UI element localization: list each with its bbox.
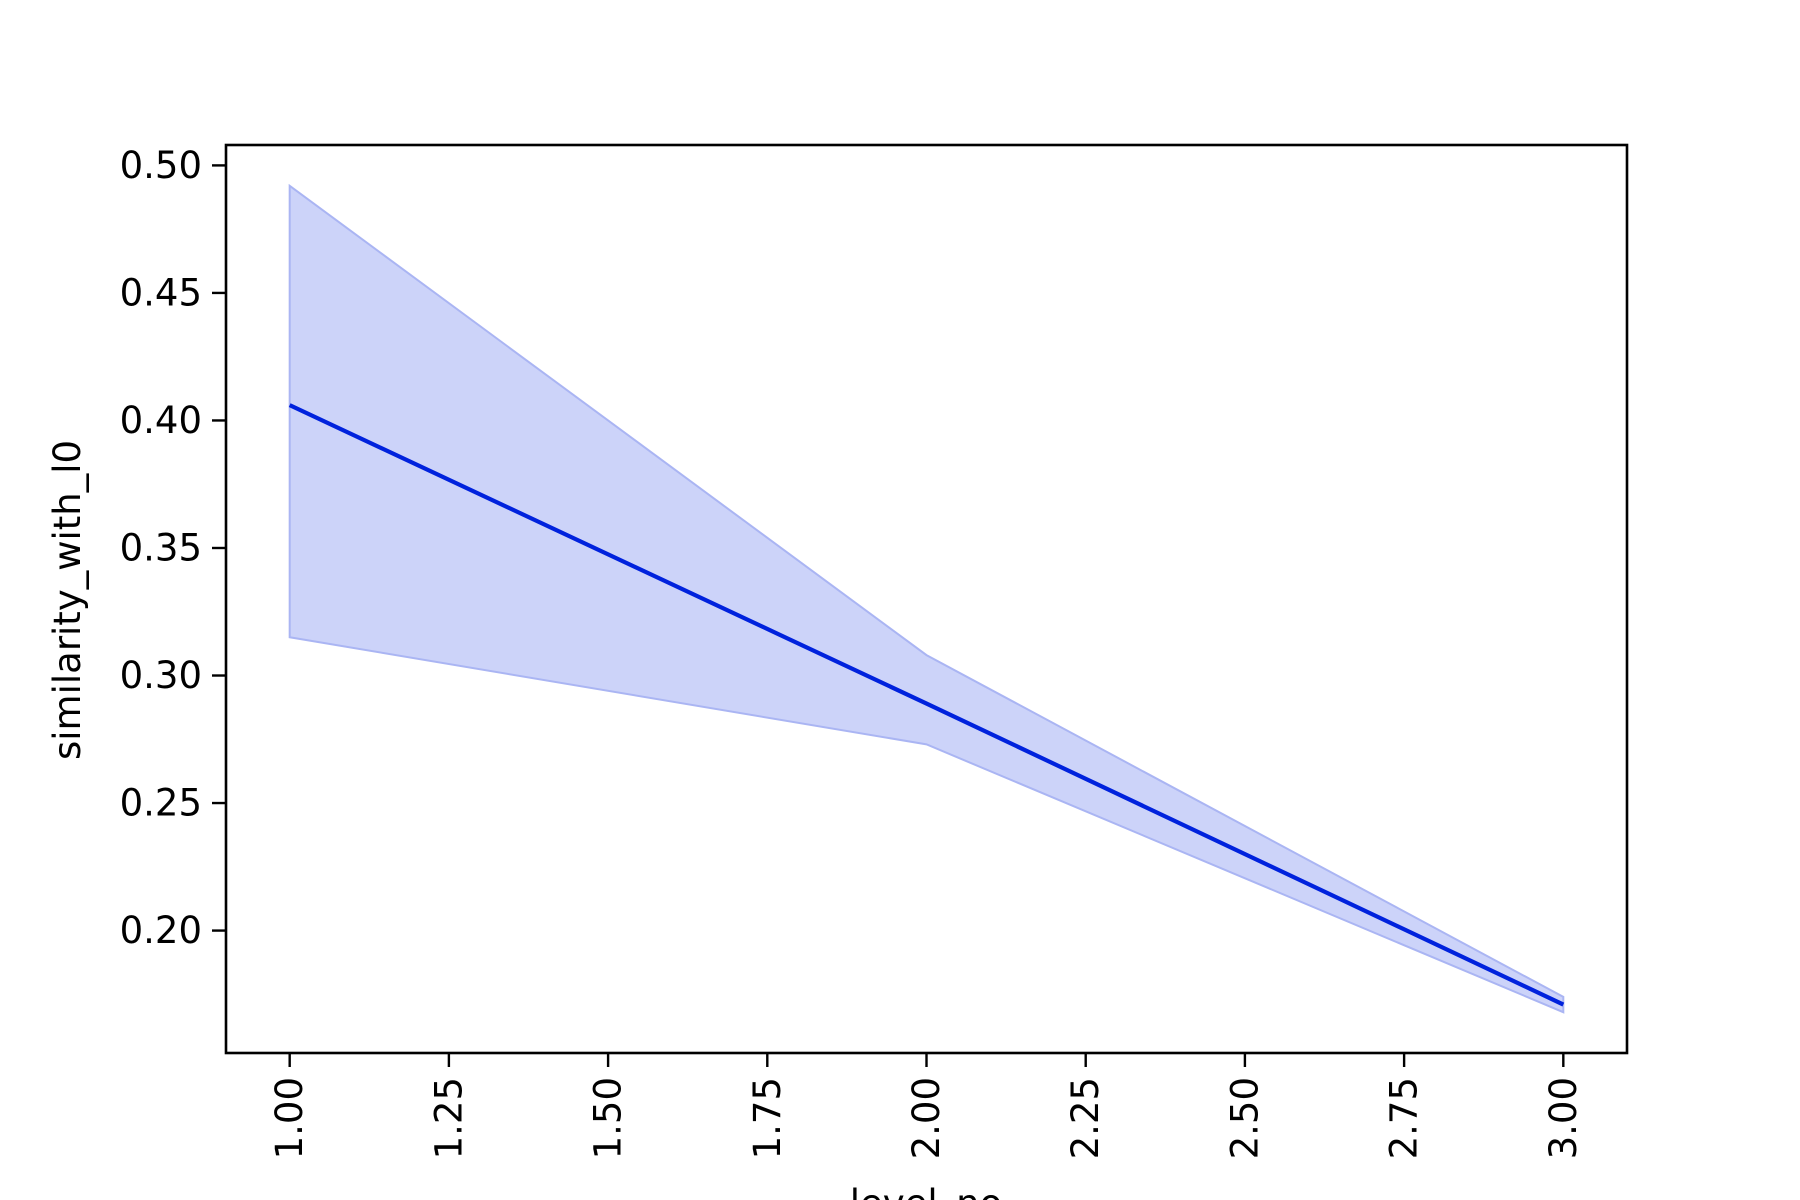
confidence-band	[288, 183, 1565, 1014]
series-line-layer	[288, 403, 1565, 1007]
y-axis-label: similarity_with_l0	[46, 440, 89, 760]
y-tick-label: 0.40	[120, 399, 202, 442]
x-axis-ticks: 1.00 1.25 1.50 1.75 2.00 2.25 2.50 2.75 3.00	[268, 1053, 1585, 1159]
y-tick-label: 0.25	[120, 782, 202, 825]
x-tick-label: 2.50	[1223, 1077, 1266, 1159]
x-tick-label: 2.25	[1064, 1077, 1107, 1159]
x-tick-label: 1.25	[427, 1077, 470, 1159]
y-tick-label: 0.30	[120, 654, 202, 697]
y-axis-ticks: 0.20 0.25 0.30 0.35 0.40 0.45 0.50	[120, 144, 226, 952]
x-tick-label: 2.00	[905, 1077, 948, 1159]
x-tick-label: 1.75	[746, 1077, 789, 1159]
y-tick-label: 0.20	[120, 909, 202, 952]
y-tick-label: 0.50	[120, 144, 202, 187]
x-tick-label: 3.00	[1542, 1077, 1585, 1159]
x-tick-label: 1.00	[268, 1077, 311, 1159]
x-tick-label: 1.50	[587, 1077, 630, 1159]
series-line	[288, 403, 1565, 1007]
confidence-band-layer	[288, 183, 1565, 1014]
x-tick-label: 2.75	[1383, 1077, 1426, 1159]
y-tick-label: 0.35	[120, 526, 202, 569]
x-axis-label: level_no	[850, 1182, 1003, 1200]
y-tick-label: 0.45	[120, 271, 202, 314]
